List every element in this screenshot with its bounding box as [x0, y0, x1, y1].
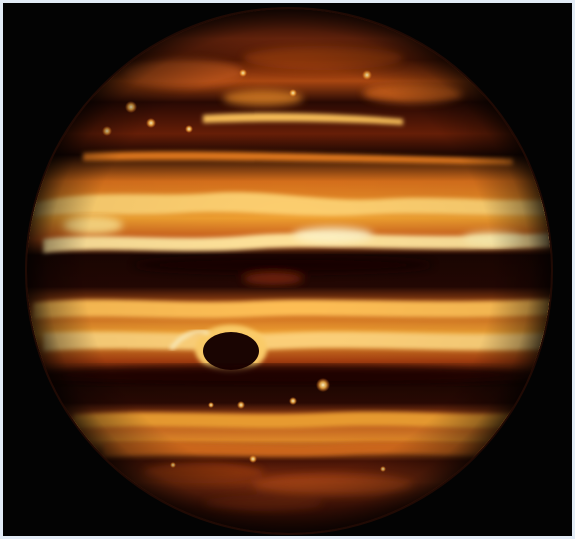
planet-disk: [27, 9, 551, 533]
limb-halo: [25, 7, 553, 535]
image-frame: [3, 3, 572, 536]
jupiter-photo: [25, 7, 553, 535]
